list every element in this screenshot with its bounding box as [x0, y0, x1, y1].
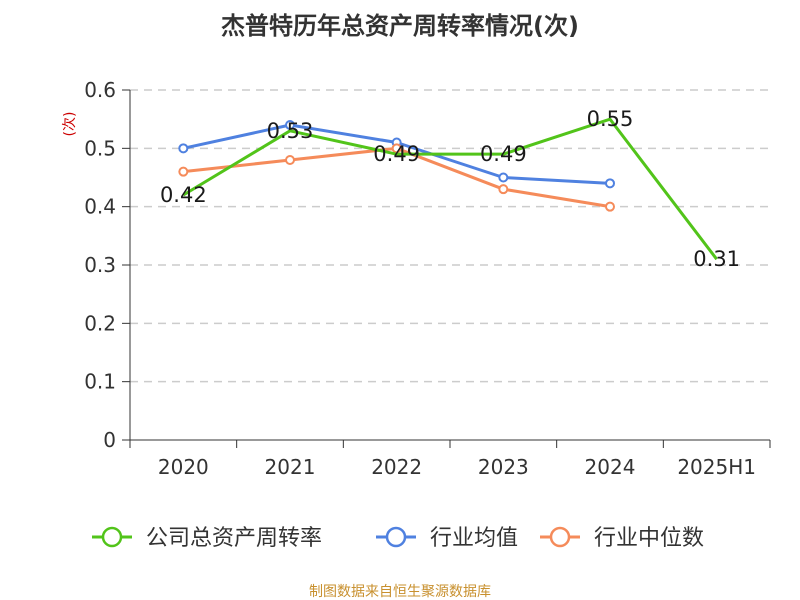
- data-point: [605, 178, 615, 189]
- data-label: 0.49: [480, 142, 527, 166]
- source-note: 制图数据来自恒生聚源数据库: [309, 584, 491, 600]
- data-label: 0.53: [267, 119, 314, 143]
- series-lines: [178, 117, 718, 261]
- legend-label: 行业中位数: [594, 526, 704, 551]
- y-tick-label: 0.1: [84, 370, 116, 394]
- data-point: [178, 166, 189, 177]
- x-tick-label: 2020: [158, 455, 209, 479]
- x-tick-label: 2023: [478, 455, 529, 479]
- data-label: 0.55: [587, 107, 634, 131]
- series-line: [182, 117, 718, 261]
- data-label: 0.42: [160, 183, 207, 207]
- data-label: 0.49: [373, 142, 420, 166]
- x-tick-label: 2021: [265, 455, 316, 479]
- y-tick-label: 0.6: [84, 78, 116, 102]
- y-tick-label: 0.5: [84, 136, 116, 160]
- chart-title: 杰普特历年总资产周转率情况(次): [221, 12, 579, 40]
- data-point: [498, 172, 509, 183]
- data-point: [178, 143, 189, 154]
- y-axis-unit-label: (次): [62, 112, 78, 137]
- legend-marker: [101, 526, 123, 548]
- y-tick-label: 0.2: [84, 311, 116, 335]
- legend-label: 公司总资产周转率: [146, 526, 322, 551]
- x-tick-label: 2025H1: [677, 455, 756, 479]
- data-label: 0.31: [693, 247, 740, 271]
- data-point: [605, 201, 615, 212]
- data-point: [285, 155, 295, 165]
- data-point: [285, 120, 295, 130]
- x-tick-label: 2024: [585, 455, 636, 479]
- y-tick-label: 0: [103, 428, 116, 452]
- grid-lines: [130, 89, 770, 383]
- x-tick-label: 2022: [371, 455, 422, 479]
- legend-marker: [385, 526, 407, 548]
- data-point: [391, 143, 402, 154]
- legend-label: 行业均值: [430, 526, 518, 551]
- data-labels: 0.42 0.53 0.49 0.49 0.55 0.31: [160, 107, 740, 271]
- y-tick-label: 0.3: [84, 253, 116, 277]
- legend-marker: [549, 526, 571, 548]
- data-point: [498, 184, 509, 195]
- y-tick-label: 0.4: [84, 195, 116, 219]
- legend: 公司总资产周转率 行业均值 行业中位数: [92, 526, 704, 551]
- axes: 0 0.1 0.2 0.3 0.4 0.5 0.6 2020 2021 2022 2023 2024 2…: [84, 78, 771, 479]
